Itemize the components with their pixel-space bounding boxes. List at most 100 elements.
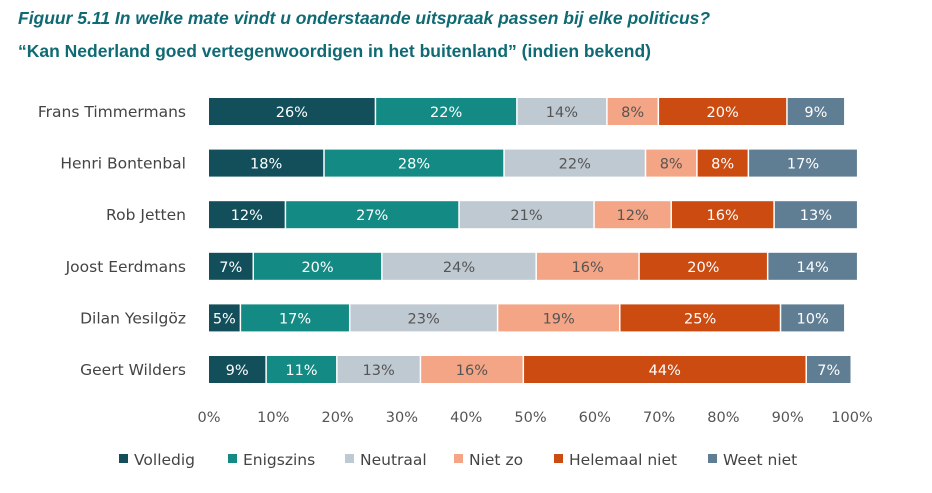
bar-segment	[806, 356, 851, 383]
data-label: 8%	[621, 105, 644, 121]
bar-segment	[209, 356, 266, 383]
data-label: 16%	[707, 208, 739, 224]
data-label: 18%	[250, 157, 282, 173]
legend-label: Weet niet	[723, 451, 797, 469]
bar-segment	[504, 149, 645, 177]
data-label: 22%	[430, 105, 462, 121]
data-label: 17%	[787, 157, 819, 173]
legend-swatch	[345, 454, 354, 463]
data-label: 13%	[363, 363, 395, 379]
data-label: 21%	[510, 208, 542, 224]
data-label: 14%	[797, 260, 829, 276]
legend-swatch	[119, 454, 128, 463]
legend-swatch	[454, 454, 463, 463]
data-label: 13%	[800, 208, 832, 224]
x-tick-label: 50%	[514, 410, 546, 426]
bar-segment	[697, 149, 748, 177]
data-label: 19%	[543, 311, 575, 327]
data-label: 23%	[408, 311, 440, 327]
legend-swatch	[228, 454, 237, 463]
bar-segment	[749, 149, 857, 177]
legend-label: Enigszins	[243, 451, 315, 469]
legend-label: Helemaal niet	[569, 451, 677, 469]
data-label: 20%	[687, 260, 719, 276]
bar-segment	[536, 252, 639, 280]
data-label: 17%	[279, 311, 311, 327]
category-label: Joost Eerdmans	[65, 258, 186, 276]
x-tick-label: 80%	[707, 410, 739, 426]
bar-segment	[459, 201, 594, 229]
legend-label: Neutraal	[360, 451, 427, 469]
category-label: Geert Wilders	[80, 361, 186, 379]
legend-swatch	[708, 454, 717, 463]
data-label: 27%	[356, 208, 388, 224]
data-label: 20%	[301, 260, 333, 276]
bar-segment	[350, 304, 497, 332]
figure-title: Figuur 5.11 In welke mate vindt u onders…	[18, 8, 711, 28]
data-label: 11%	[285, 363, 317, 379]
x-axis: 0% 10% 20% 30% 40% 50% 60% 70% 80% 90% 100%	[197, 410, 872, 426]
x-tick-label: 30%	[386, 410, 418, 426]
x-tick-label: 90%	[772, 410, 804, 426]
category-label: Rob Jetten	[106, 206, 186, 224]
data-label: 16%	[572, 260, 604, 276]
figure-subtitle: “Kan Nederland goed vertegenwoordigen in…	[18, 41, 651, 61]
data-label: 25%	[684, 311, 716, 327]
data-label: 28%	[398, 157, 430, 173]
bar-segment	[498, 304, 620, 332]
data-label: 22%	[559, 157, 591, 173]
bar-segment	[787, 98, 845, 125]
data-label: 5%	[213, 311, 236, 327]
x-tick-label: 100%	[831, 410, 872, 426]
bar-segment	[594, 201, 671, 229]
bar-segment	[768, 252, 857, 280]
bar-segment	[524, 356, 806, 383]
legend-label: Niet zo	[469, 451, 523, 469]
category-label: Frans Timmermans	[38, 103, 186, 121]
category-label: Dilan Yesilgöz	[80, 309, 186, 327]
data-label: 24%	[443, 260, 475, 276]
category-labels: Frans Timmermans Henri Bontenbal Rob Jette…	[38, 103, 186, 379]
data-label: 26%	[276, 105, 308, 121]
bars: 26% 22% 14% 8% 20% 9% 18% 28% 22% 8% 8% 17% 12% 27% 21…	[209, 98, 857, 383]
data-label: 12%	[231, 208, 263, 224]
legend-label: Volledig	[134, 451, 195, 469]
category-label: Henri Bontenbal	[60, 155, 186, 173]
x-tick-label: 0%	[197, 410, 220, 426]
bar-segment	[421, 356, 523, 383]
x-tick-label: 70%	[643, 410, 675, 426]
bar-segment	[209, 304, 240, 332]
bar-segment	[774, 201, 857, 229]
data-label: 16%	[456, 363, 488, 379]
bar-segment	[620, 304, 780, 332]
data-label: 10%	[797, 311, 829, 327]
bar-segment	[266, 356, 337, 383]
bar-segment	[209, 98, 375, 125]
bar-segment	[646, 149, 697, 177]
bar-segment	[209, 201, 285, 229]
bar-segment	[607, 98, 658, 125]
bar-segment	[382, 252, 536, 280]
bar-segment	[286, 201, 459, 229]
bar-segment	[324, 149, 504, 177]
data-label: 7%	[219, 260, 242, 276]
bar-segment	[671, 201, 774, 229]
x-tick-label: 10%	[257, 410, 289, 426]
x-tick-label: 60%	[579, 410, 611, 426]
x-tick-label: 40%	[450, 410, 482, 426]
bar-segment	[376, 98, 517, 125]
x-tick-label: 20%	[321, 410, 353, 426]
data-label: 44%	[649, 363, 681, 379]
data-label: 8%	[711, 157, 734, 173]
bar-segment	[639, 252, 767, 280]
bar-segment	[209, 149, 324, 177]
bar-segment	[209, 252, 253, 280]
legend: Volledig Enigszins Neutraal Niet zo Helemaal…	[119, 451, 797, 469]
legend-swatch	[554, 454, 563, 463]
data-label: 9%	[226, 363, 249, 379]
data-label: 12%	[617, 208, 649, 224]
data-label: 8%	[660, 157, 683, 173]
bar-segment	[781, 304, 845, 332]
data-label: 9%	[804, 105, 827, 121]
